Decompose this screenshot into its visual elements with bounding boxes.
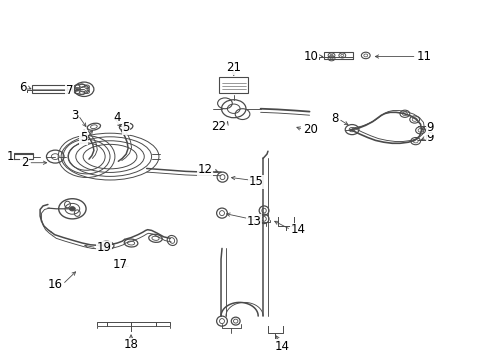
Text: 21: 21 [226, 61, 241, 74]
Text: 3: 3 [71, 109, 78, 122]
Circle shape [69, 207, 75, 211]
Text: 2: 2 [21, 156, 28, 169]
Text: 16: 16 [47, 278, 62, 291]
Bar [14, 153, 33, 159]
Text: 17: 17 [113, 258, 128, 271]
Text: 9: 9 [426, 131, 433, 144]
Text: 12: 12 [197, 163, 212, 176]
Text: 10: 10 [304, 50, 318, 63]
Text: 15: 15 [248, 175, 263, 188]
Text: 1: 1 [6, 150, 14, 163]
Text: 9: 9 [426, 121, 433, 134]
Text: 11: 11 [416, 50, 431, 63]
Bar [32, 85, 67, 93]
Text: 18: 18 [123, 338, 138, 351]
Text: 22: 22 [210, 120, 225, 133]
Text: 5: 5 [80, 131, 87, 144]
Text: 8: 8 [330, 112, 338, 125]
Text: 19: 19 [97, 241, 112, 254]
Text: 5: 5 [122, 121, 129, 134]
Text: 14: 14 [275, 340, 289, 353]
Text: 4: 4 [113, 111, 121, 123]
Text: 13: 13 [246, 215, 261, 228]
Text: 14: 14 [290, 223, 305, 236]
Bar [323, 52, 352, 59]
Bar [219, 77, 248, 93]
Text: 6: 6 [20, 81, 27, 94]
Text: 20: 20 [303, 123, 317, 136]
Text: 7: 7 [66, 84, 73, 97]
